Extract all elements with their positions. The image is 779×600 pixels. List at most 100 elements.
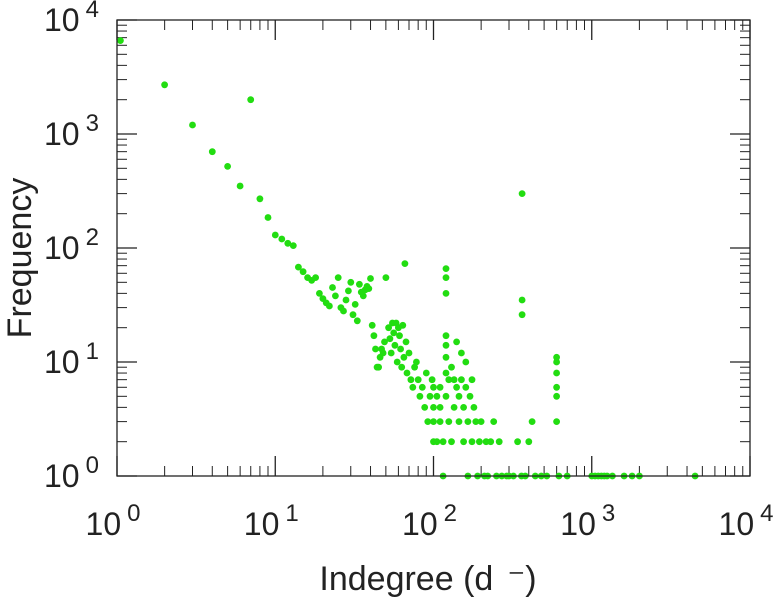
data-point	[455, 392, 463, 400]
data-point	[428, 376, 436, 384]
data-point	[458, 376, 465, 384]
data-point	[442, 274, 450, 281]
data-point	[525, 438, 533, 446]
data-point	[426, 392, 434, 400]
y-tick-label: 10 0	[44, 452, 99, 494]
data-point	[278, 235, 286, 243]
data-point	[442, 353, 450, 361]
data-point	[382, 274, 390, 281]
data-point	[470, 404, 478, 411]
data-point	[396, 332, 403, 340]
data-point	[448, 438, 455, 446]
data-point	[340, 307, 347, 315]
data-point	[553, 418, 560, 425]
data-point	[448, 363, 455, 371]
data-point	[256, 195, 264, 203]
data-point	[468, 376, 476, 384]
data-point	[353, 317, 361, 325]
data-point	[390, 329, 398, 337]
data-point	[442, 392, 450, 400]
data-point	[490, 418, 498, 425]
data-point	[349, 311, 357, 319]
data-point	[424, 418, 432, 425]
data-point	[442, 341, 450, 349]
data-point	[351, 301, 359, 308]
data-point	[409, 383, 417, 391]
data-point	[442, 332, 450, 340]
data-point	[379, 349, 387, 357]
data-point	[514, 438, 521, 446]
data-points	[117, 37, 699, 480]
data-point	[495, 438, 503, 446]
data-point	[334, 274, 342, 281]
data-point	[416, 392, 424, 400]
data-point	[518, 190, 526, 198]
data-point	[289, 242, 297, 250]
data-point	[372, 345, 379, 353]
data-point	[442, 369, 450, 377]
data-point	[117, 37, 124, 44]
data-point	[476, 438, 483, 446]
y-tick-label: 10 4	[44, 0, 99, 38]
data-point	[401, 260, 409, 267]
data-point	[386, 335, 394, 343]
data-point	[464, 418, 472, 425]
data-point	[518, 311, 526, 319]
data-point	[462, 383, 470, 391]
data-point	[295, 263, 302, 271]
data-point	[332, 292, 339, 300]
data-point	[284, 239, 292, 247]
data-point	[329, 284, 336, 291]
data-point	[236, 182, 244, 190]
data-point	[381, 338, 388, 346]
data-point	[367, 275, 374, 282]
data-point	[442, 265, 450, 272]
data-point	[264, 214, 272, 221]
minor-ticks	[117, 20, 750, 476]
y-tick-label: 10 1	[44, 338, 99, 380]
data-point	[450, 404, 458, 411]
data-point	[458, 349, 465, 357]
data-point	[411, 363, 418, 371]
data-point	[455, 418, 463, 425]
data-point	[345, 287, 352, 295]
data-point	[413, 358, 420, 366]
data-point	[453, 383, 460, 391]
data-point	[365, 285, 373, 292]
y-tick-label: 10 2	[44, 224, 99, 266]
x-tick-labels: 10 0 10 1 10 2 10 3 10 4	[86, 500, 774, 542]
data-point	[450, 376, 458, 384]
data-point	[418, 383, 426, 391]
data-point	[407, 376, 415, 384]
data-point	[553, 392, 560, 400]
data-point	[271, 231, 279, 239]
data-point	[208, 148, 216, 156]
data-point	[368, 321, 376, 329]
data-point	[436, 383, 444, 391]
data-point	[397, 345, 404, 353]
x-tick-label: 10 2	[402, 500, 457, 542]
data-point	[422, 369, 430, 377]
data-point	[398, 363, 406, 371]
data-point	[553, 358, 560, 366]
data-point	[393, 358, 401, 366]
data-point	[356, 280, 363, 288]
data-point	[405, 349, 413, 357]
data-point	[189, 121, 196, 129]
y-axis-label: Frequency	[1, 178, 39, 339]
x-tick-label: 10 0	[86, 500, 141, 542]
data-point	[528, 418, 536, 425]
data-point	[433, 392, 441, 400]
data-point	[468, 438, 476, 446]
data-point	[421, 404, 429, 411]
data-point	[161, 81, 169, 89]
data-point	[430, 383, 437, 391]
y-tick-label: 10 3	[44, 110, 99, 152]
x-tick-label: 10 1	[244, 500, 299, 542]
data-point	[385, 324, 392, 332]
data-point	[370, 332, 378, 340]
data-point	[430, 418, 437, 425]
plot-area-frame	[116, 19, 751, 477]
data-point	[477, 418, 485, 425]
